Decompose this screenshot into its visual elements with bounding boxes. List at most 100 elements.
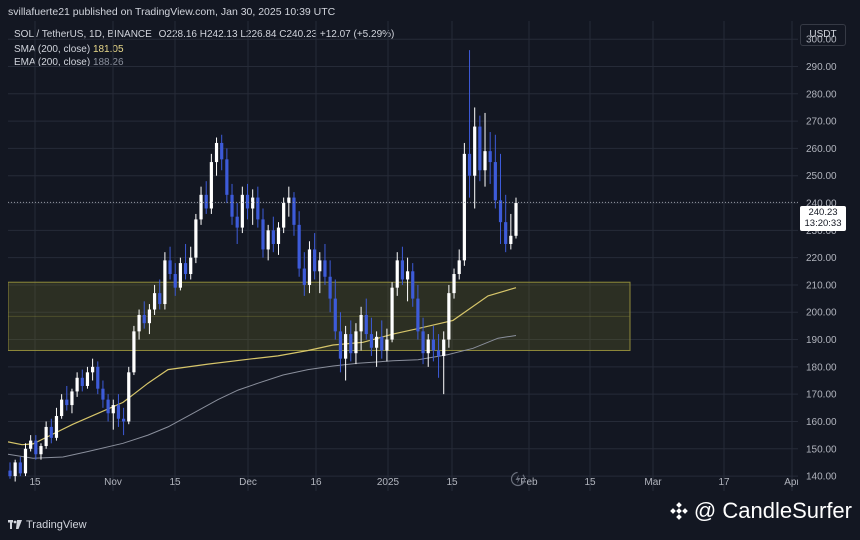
ema-legend[interactable]: EMA (200, close) 188.26	[14, 57, 124, 68]
candle-body[interactable]	[240, 194, 244, 228]
candle-body[interactable]	[8, 470, 12, 477]
candle-body[interactable]	[189, 257, 193, 275]
candle-body[interactable]	[426, 339, 430, 354]
candle-body[interactable]	[385, 339, 389, 351]
candle-body[interactable]	[194, 219, 198, 258]
candle-body[interactable]	[220, 142, 224, 160]
candle-body[interactable]	[436, 350, 441, 356]
candle-body[interactable]	[80, 377, 84, 386]
candle-body[interactable]	[152, 293, 157, 310]
candle-body[interactable]	[209, 162, 213, 209]
candle-body[interactable]	[111, 405, 115, 414]
candle-body[interactable]	[349, 334, 353, 354]
candle-body[interactable]	[13, 462, 17, 477]
candle-body[interactable]	[416, 298, 420, 332]
candle-body[interactable]	[70, 391, 74, 406]
candle-body[interactable]	[488, 151, 492, 163]
candle-body[interactable]	[54, 416, 59, 438]
candle-body[interactable]	[183, 263, 188, 275]
support-zone[interactable]	[8, 281, 631, 351]
candle-body[interactable]	[173, 274, 177, 288]
candle-body[interactable]	[116, 405, 121, 419]
candle-body[interactable]	[400, 260, 405, 280]
candle-body[interactable]	[261, 219, 265, 250]
candle-body[interactable]	[251, 197, 255, 209]
candle-body[interactable]	[374, 336, 379, 348]
currency-button[interactable]: USDT	[800, 24, 846, 46]
candle-body[interactable]	[457, 260, 461, 275]
candle-body[interactable]	[271, 230, 275, 244]
candle-body[interactable]	[431, 339, 435, 351]
candle-body[interactable]	[34, 440, 38, 455]
candle-body[interactable]	[514, 203, 518, 236]
candle-body[interactable]	[323, 260, 327, 277]
candle-body[interactable]	[230, 194, 234, 217]
candle-body[interactable]	[147, 309, 152, 324]
candle-body[interactable]	[65, 399, 69, 406]
candle-body[interactable]	[214, 142, 219, 163]
candle-body[interactable]	[333, 298, 337, 332]
candle-body[interactable]	[29, 440, 33, 449]
price-axis[interactable]: 300.00 290.00 280.00 270.00 260.00 250.00 240.…	[798, 21, 860, 491]
candle-body[interactable]	[405, 271, 410, 280]
candle-body[interactable]	[411, 271, 415, 299]
candle-body[interactable]	[39, 446, 43, 455]
candle-body[interactable]	[313, 249, 317, 272]
candle-body[interactable]	[338, 331, 343, 359]
candle-body[interactable]	[235, 216, 239, 228]
candle-body[interactable]	[509, 235, 513, 244]
candle-body[interactable]	[168, 260, 172, 275]
price-chart[interactable]: 15 Nov 15 Dec 16 2025 15 Feb 15 Mar 17 Apr	[8, 21, 798, 491]
candle-body[interactable]	[473, 126, 477, 176]
candle-body[interactable]	[85, 372, 90, 386]
tradingview-logo[interactable]: TradingView	[8, 519, 87, 531]
candle-body[interactable]	[225, 159, 229, 195]
candle-body[interactable]	[421, 331, 425, 354]
candle-body[interactable]	[467, 153, 472, 176]
candle-body[interactable]	[142, 314, 146, 324]
candle-body[interactable]	[493, 162, 497, 201]
candle-body[interactable]	[44, 426, 48, 447]
candle-body[interactable]	[75, 377, 79, 392]
candle-body[interactable]	[380, 336, 384, 351]
candle-body[interactable]	[18, 462, 22, 474]
candle-body[interactable]	[23, 448, 28, 474]
candle-body[interactable]	[204, 194, 208, 209]
candle-body[interactable]	[163, 260, 167, 305]
candle-body[interactable]	[276, 227, 281, 244]
symbol-legend[interactable]: SOL / TetherUS, 1D, BINANCE O228.16 H242…	[14, 29, 394, 40]
candle-body[interactable]	[307, 249, 312, 285]
candle-body[interactable]	[354, 331, 358, 354]
candle-body[interactable]	[127, 372, 131, 422]
candle-body[interactable]	[245, 194, 250, 209]
candle-body[interactable]	[395, 260, 399, 288]
candle-body[interactable]	[256, 197, 260, 220]
candle-body[interactable]	[60, 399, 64, 417]
candle-body[interactable]	[369, 334, 374, 348]
candle-body[interactable]	[302, 268, 306, 285]
candle-body[interactable]	[297, 224, 301, 269]
candle-body[interactable]	[359, 314, 363, 332]
sma-legend[interactable]: SMA (200, close) 181.05	[14, 44, 124, 55]
candle-body[interactable]	[132, 331, 136, 373]
candle-body[interactable]	[364, 314, 368, 335]
candle-body[interactable]	[452, 274, 456, 294]
candle-body[interactable]	[178, 263, 182, 288]
candle-body[interactable]	[49, 426, 53, 438]
symbol-title[interactable]: SOL / TetherUS, 1D, BINANCE	[14, 29, 152, 40]
candle-body[interactable]	[318, 260, 322, 272]
candle-body[interactable]	[91, 366, 95, 373]
candle-body[interactable]	[121, 418, 126, 422]
candle-body[interactable]	[328, 276, 332, 299]
candle-body[interactable]	[106, 399, 110, 414]
candle-body[interactable]	[199, 194, 203, 220]
candle-body[interactable]	[137, 314, 141, 332]
candle-body[interactable]	[96, 366, 100, 389]
candle-body[interactable]	[390, 287, 394, 340]
candle-body[interactable]	[266, 230, 270, 250]
candle-body[interactable]	[447, 293, 451, 340]
candle-body[interactable]	[101, 388, 105, 400]
candle-body[interactable]	[292, 197, 296, 225]
candle-body[interactable]	[282, 203, 286, 228]
candle-body[interactable]	[498, 200, 503, 223]
